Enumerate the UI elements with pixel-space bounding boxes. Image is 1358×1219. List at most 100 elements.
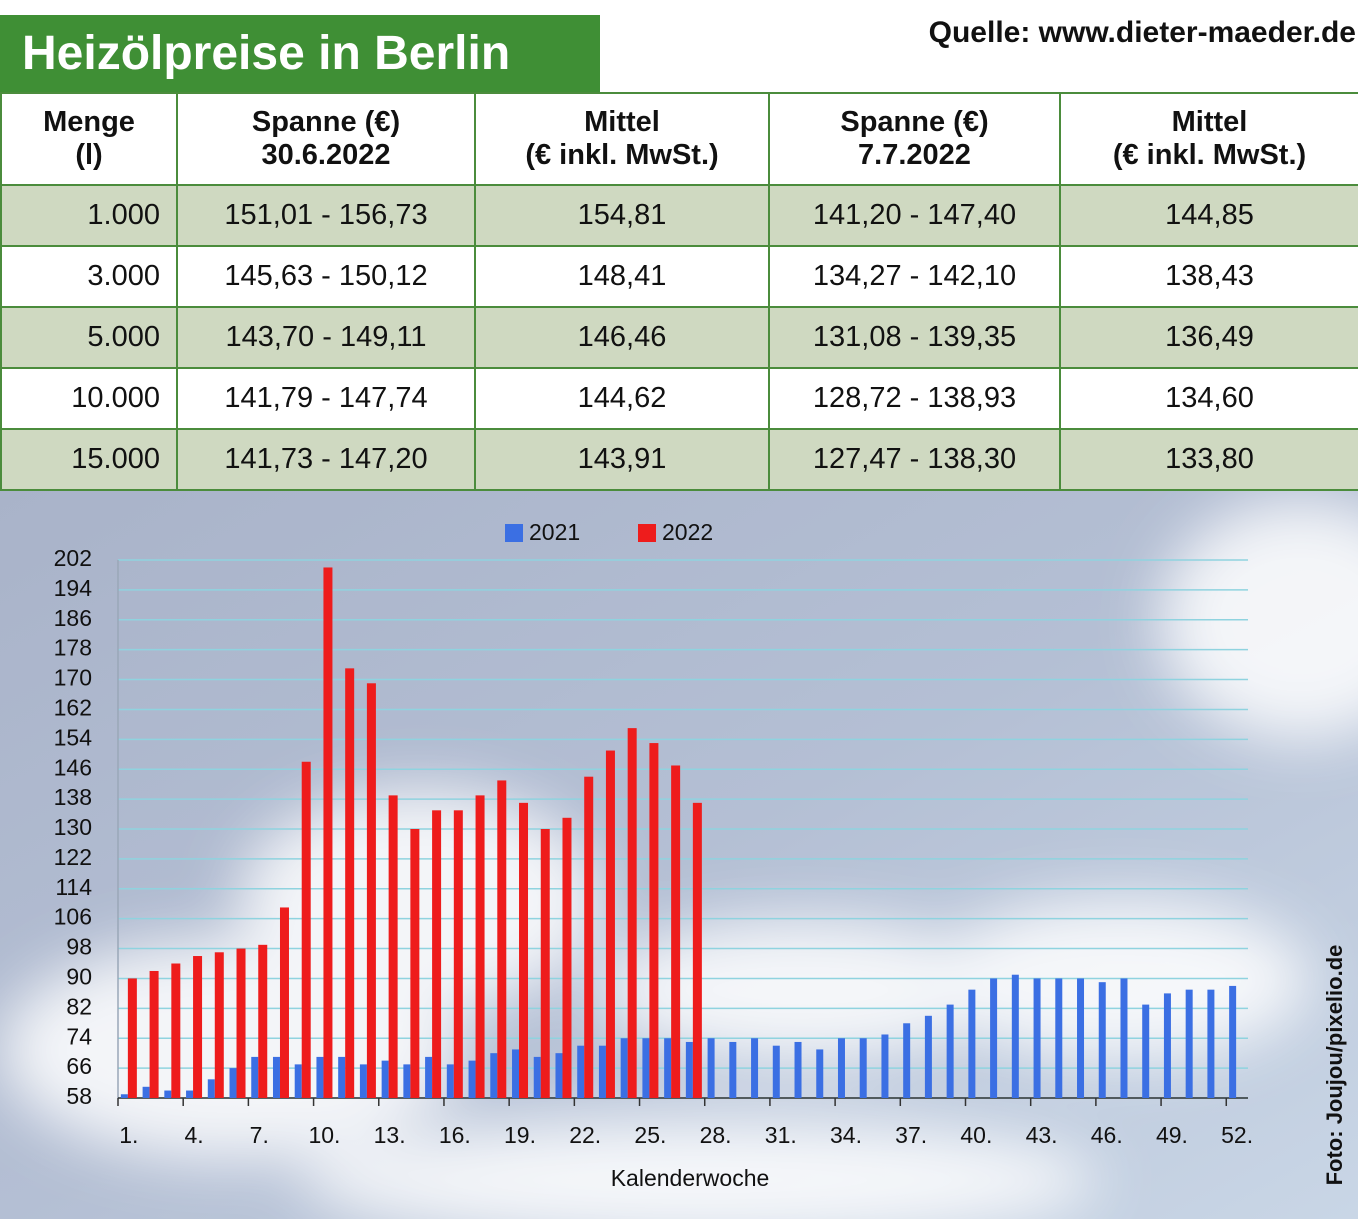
- table-cell: 128,72 - 138,93: [768, 367, 1061, 430]
- y-tick-label: 82: [66, 993, 92, 1019]
- bar: [772, 1045, 780, 1098]
- x-axis-label: Kalenderwoche: [611, 1165, 770, 1191]
- bar: [577, 1045, 585, 1098]
- bar: [468, 1060, 476, 1098]
- bar: [171, 963, 181, 1098]
- bar: [316, 1056, 324, 1098]
- bar: [512, 1049, 520, 1098]
- bar: [990, 978, 998, 1098]
- bar: [540, 829, 550, 1098]
- x-tick-label: 28.: [700, 1122, 732, 1148]
- table-cell: 141,73 - 147,20: [176, 428, 476, 491]
- table-cell: 10.000: [0, 367, 178, 430]
- bar: [294, 1064, 302, 1098]
- bar: [279, 907, 289, 1098]
- table-row: 15.000 141,73 - 147,20 143,91 127,47 - 138,…: [0, 428, 1358, 491]
- bar: [598, 1045, 606, 1098]
- x-tick-label: 52.: [1221, 1122, 1253, 1148]
- bar: [142, 1086, 150, 1098]
- header-cell: Spanne (€) 30.6.2022: [176, 92, 476, 186]
- bar: [1098, 982, 1106, 1098]
- table-cell: 154,81: [474, 184, 770, 247]
- bar: [193, 956, 203, 1098]
- bar: [816, 1049, 824, 1098]
- bar: [164, 1090, 172, 1098]
- bar: [323, 567, 333, 1098]
- bar: [555, 1053, 563, 1098]
- y-tick-label: 194: [54, 575, 93, 601]
- bar: [120, 1094, 128, 1098]
- x-tick-label: 13.: [374, 1122, 406, 1148]
- bar: [1142, 1004, 1150, 1098]
- header-line: (€ inkl. MwSt.): [525, 139, 719, 171]
- legend-swatch: [638, 524, 656, 542]
- y-tick-label: 154: [54, 724, 93, 750]
- y-tick-label: 114: [55, 874, 92, 900]
- y-tick-label: 146: [54, 754, 92, 780]
- x-tick-label: 16.: [439, 1122, 471, 1148]
- bar: [605, 750, 615, 1098]
- x-tick-label: 25.: [634, 1122, 666, 1148]
- y-tick-label: 106: [54, 904, 92, 930]
- y-tick-label: 66: [66, 1053, 92, 1079]
- bar: [946, 1004, 954, 1098]
- bar: [1185, 989, 1193, 1098]
- bar: [453, 810, 463, 1098]
- bar: [446, 1064, 454, 1098]
- table-cell: 133,80: [1059, 428, 1358, 491]
- bar: [359, 1064, 367, 1098]
- header-cell: Mittel (€ inkl. MwSt.): [1059, 92, 1358, 186]
- bar: [338, 1056, 346, 1098]
- bar: [490, 1053, 498, 1098]
- y-tick-label: 186: [54, 605, 92, 631]
- bar: [707, 1038, 715, 1098]
- bar: [149, 970, 159, 1098]
- header-line: Spanne (€): [840, 106, 989, 138]
- bar: [1229, 985, 1237, 1098]
- table-cell: 138,43: [1059, 245, 1358, 308]
- y-tick-label: 98: [66, 934, 92, 960]
- bar: [642, 1038, 650, 1098]
- bar: [1011, 974, 1019, 1098]
- bar: [627, 728, 637, 1098]
- bar: [924, 1015, 932, 1098]
- x-tick-label: 37.: [895, 1122, 927, 1148]
- bar: [388, 795, 398, 1098]
- bar: [794, 1041, 802, 1098]
- y-tick-label: 170: [54, 665, 92, 691]
- bar: [562, 817, 572, 1098]
- bar: [497, 780, 507, 1098]
- bar: [685, 1041, 693, 1098]
- bar: [729, 1041, 737, 1098]
- x-tick-label: 43.: [1026, 1122, 1058, 1148]
- table-cell: 134,27 - 142,10: [768, 245, 1061, 308]
- bar: [1207, 989, 1215, 1098]
- bar: [403, 1064, 411, 1098]
- bar: [1055, 978, 1063, 1098]
- y-tick-label: 202: [54, 545, 92, 571]
- bar: [301, 761, 311, 1098]
- x-tick-label: 7.: [250, 1122, 269, 1148]
- header-cell: Mittel (€ inkl. MwSt.): [474, 92, 770, 186]
- bar: [859, 1038, 867, 1098]
- header-line: Menge: [43, 106, 135, 138]
- table-cell: 141,79 - 147,74: [176, 367, 476, 430]
- bar: [903, 1023, 911, 1098]
- y-tick-label: 178: [54, 635, 92, 661]
- legend-label: 2022: [662, 519, 713, 545]
- y-tick-label: 122: [54, 844, 92, 870]
- bar: [186, 1090, 194, 1098]
- bar: [1120, 978, 1128, 1098]
- bar: [251, 1056, 259, 1098]
- header-line: (l): [75, 139, 103, 171]
- header-line: Mittel: [584, 106, 660, 138]
- bar: [1163, 993, 1171, 1098]
- bar: [425, 1056, 433, 1098]
- table-cell: 144,62: [474, 367, 770, 430]
- bar: [751, 1038, 759, 1098]
- x-tick-label: 22.: [569, 1122, 601, 1148]
- bar: [345, 668, 355, 1098]
- bar: [968, 989, 976, 1098]
- bar: [671, 765, 681, 1098]
